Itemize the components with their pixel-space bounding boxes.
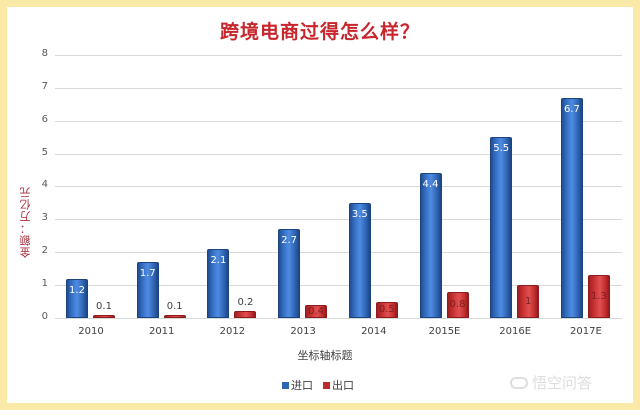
bar-import bbox=[560, 97, 583, 318]
x-tick-label: 2015E bbox=[428, 326, 461, 337]
value-label-import: 4.4 bbox=[422, 179, 439, 191]
gridline bbox=[55, 252, 622, 253]
bar-import bbox=[66, 278, 88, 318]
value-label-import: 2.1 bbox=[210, 254, 227, 266]
bar-import bbox=[278, 229, 301, 318]
y-tick-label: 5 bbox=[41, 147, 48, 158]
watermark-text: 悟空问答 bbox=[532, 374, 593, 392]
value-label-import: 1.7 bbox=[139, 268, 156, 280]
value-label-import: 5.5 bbox=[493, 143, 510, 155]
gridline bbox=[55, 55, 622, 56]
y-tick-label: 8 bbox=[41, 48, 48, 59]
bar-import bbox=[348, 202, 371, 318]
y-tick-label: 2 bbox=[41, 245, 48, 256]
x-tick-label: 2010 bbox=[78, 326, 104, 337]
value-label-import: 2.7 bbox=[281, 235, 298, 247]
bar-import bbox=[207, 248, 230, 318]
x-tick-label: 2014 bbox=[361, 326, 387, 337]
speech-bubble-icon bbox=[510, 376, 528, 389]
bar-export bbox=[517, 285, 540, 318]
value-label-import: 3.5 bbox=[351, 208, 368, 220]
chart-title: 跨境电商过得怎么样？ bbox=[219, 21, 420, 43]
bar-export bbox=[234, 311, 257, 318]
value-label-export: 0.2 bbox=[237, 297, 254, 309]
x-tick-label: 2012 bbox=[219, 326, 246, 337]
y-tick-label: 0 bbox=[41, 311, 48, 322]
gridline bbox=[55, 154, 622, 155]
value-label-export: 0.8 bbox=[449, 298, 466, 310]
x-tick-label: 2016E bbox=[499, 326, 532, 337]
gridline bbox=[55, 318, 622, 319]
x-tick-label: 2011 bbox=[148, 326, 175, 337]
legend-label-import: 进口 bbox=[291, 379, 313, 392]
y-tick-label: 6 bbox=[41, 114, 48, 125]
bar-export bbox=[446, 291, 469, 318]
legend-swatch-import bbox=[282, 381, 289, 389]
value-label-import: 6.7 bbox=[563, 103, 580, 115]
bar-import bbox=[419, 173, 442, 318]
gridline bbox=[55, 285, 622, 286]
gridline bbox=[55, 186, 622, 187]
bar-import bbox=[490, 137, 513, 318]
value-label-export: 0.1 bbox=[166, 300, 183, 312]
value-label-export: 1.3 bbox=[590, 290, 607, 302]
value-label-export: 0.5 bbox=[378, 303, 395, 315]
bar-export bbox=[587, 275, 610, 318]
y-tick-label: 7 bbox=[41, 81, 48, 92]
x-tick-label: 2013 bbox=[290, 326, 316, 337]
value-label-export: 1 bbox=[525, 295, 532, 307]
bar-import bbox=[136, 262, 159, 318]
value-label-export: 0.4 bbox=[308, 305, 325, 317]
bar-export bbox=[93, 314, 115, 318]
value-label-import: 1.2 bbox=[69, 284, 85, 296]
bar-export bbox=[305, 304, 328, 318]
y-tick-label: 3 bbox=[41, 212, 48, 223]
gridline bbox=[55, 88, 622, 89]
gridline bbox=[55, 219, 622, 220]
y-tick-label: 4 bbox=[41, 179, 48, 190]
legend-item-export: 出口 bbox=[323, 377, 354, 393]
bar-export bbox=[375, 301, 398, 318]
legend-label-export: 出口 bbox=[332, 379, 354, 392]
bar-export bbox=[163, 314, 186, 318]
chart-panel: 跨境电商过得怎么样？ bbox=[7, 7, 633, 403]
gridline bbox=[55, 121, 622, 122]
watermark: 悟空问答 bbox=[510, 372, 592, 393]
legend-item-import: 进口 bbox=[282, 377, 313, 393]
x-axis-title: 坐标轴标题 bbox=[297, 349, 353, 362]
x-tick-label: 2017E bbox=[570, 326, 602, 337]
legend: 进口 出口 bbox=[282, 377, 354, 393]
value-label-export: 0.1 bbox=[96, 300, 112, 312]
legend-swatch-export bbox=[323, 381, 330, 389]
y-tick-label: 1 bbox=[41, 278, 48, 289]
